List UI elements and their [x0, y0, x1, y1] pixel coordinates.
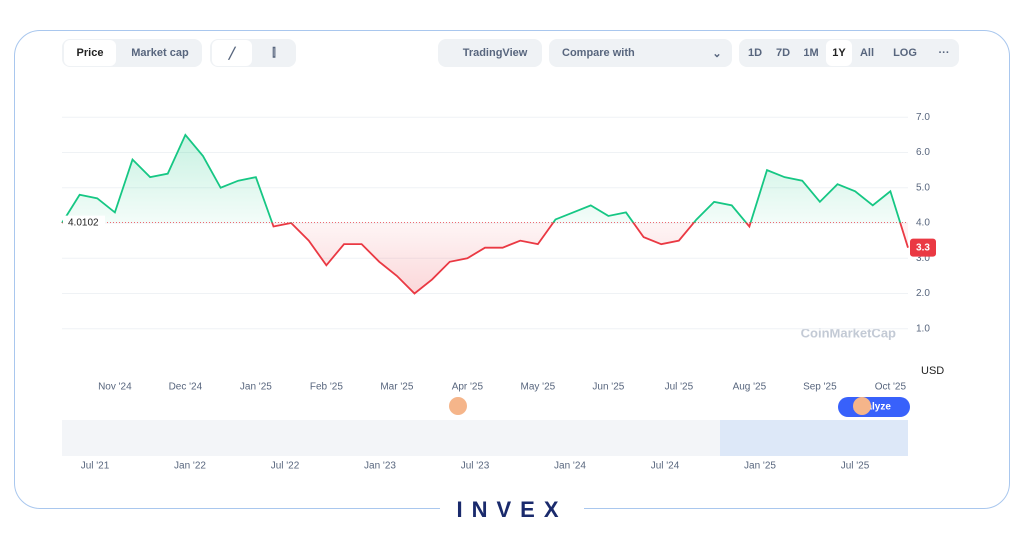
last-price-label: 3.3 [916, 242, 930, 253]
tradingview-button[interactable]: TradingView [462, 47, 528, 59]
range-button[interactable]: 1Y [826, 40, 852, 66]
navigator-label: Jan '22 [174, 461, 206, 472]
more-button[interactable]: ··· [938, 47, 950, 59]
x-tick-label: May '25 [521, 382, 556, 393]
range-button[interactable]: 7D [775, 47, 791, 59]
y-tick-label: 3.0 [916, 253, 930, 264]
navigator-label: Jan '23 [364, 461, 396, 472]
y-tick-label: 2.0 [916, 288, 930, 299]
market-cap-tab[interactable]: Market cap [131, 47, 189, 59]
x-tick-label: Jan '25 [240, 382, 272, 393]
x-tick-label: Aug '25 [733, 382, 767, 393]
x-tick-label: Feb '25 [310, 382, 343, 393]
x-tick-label: Dec '24 [169, 382, 203, 393]
analyze-label[interactable]: Analyze [853, 402, 891, 413]
navigator-label: Jul '23 [461, 461, 490, 472]
navigator-label: Jul '24 [651, 461, 680, 472]
y-tick-label: 4.0 [916, 218, 930, 229]
navigator-label: Jul '21 [81, 461, 110, 472]
baseline-label: 4.0102 [68, 217, 99, 228]
range-button[interactable]: 1M [803, 47, 819, 59]
tradingview-group [438, 39, 542, 67]
x-tick-label: Jul '25 [665, 382, 694, 393]
x-tick-label: Jun '25 [592, 382, 624, 393]
y-tick-label: 7.0 [916, 112, 930, 123]
x-tick-label: Sep '25 [803, 382, 837, 393]
dropdown-arrow[interactable]: ⌄ [712, 47, 722, 60]
navigator-label: Jan '25 [744, 461, 776, 472]
brand-logo: INVEX [456, 497, 567, 522]
y-tick-label: 5.0 [916, 182, 930, 193]
x-tick-label: Nov '24 [98, 382, 132, 393]
y-tick-label: 6.0 [916, 147, 930, 158]
y-tick-label: 1.0 [916, 323, 930, 334]
candle-icon[interactable]: ⫿ [272, 46, 276, 59]
navigator-label: Jul '25 [841, 461, 870, 472]
navigator-label: Jul '22 [271, 461, 300, 472]
compare-select[interactable]: Compare with [562, 47, 635, 59]
last-price-tag [910, 238, 936, 257]
line-icon[interactable]: ╱ [212, 40, 252, 66]
range-button[interactable]: 1D [747, 47, 763, 59]
x-tick-label: Oct '25 [875, 382, 907, 393]
navigator-window [720, 420, 908, 456]
x-tick-label: Apr '25 [452, 382, 484, 393]
navigator-label: Jan '24 [554, 461, 586, 472]
unit-label: USD [921, 365, 944, 377]
event-marker[interactable] [449, 397, 467, 415]
event-marker[interactable] [853, 397, 871, 415]
range-button[interactable]: LOG [893, 47, 917, 59]
price-line [61, 133, 909, 295]
range-button[interactable]: All [859, 47, 875, 59]
price-area [62, 134, 908, 294]
watermark: CoinMarketCap [801, 325, 896, 340]
baseline-tag [63, 215, 105, 230]
x-tick-label: Mar '25 [380, 382, 413, 393]
price-tab[interactable]: Price [64, 40, 116, 66]
compare-group [549, 39, 732, 67]
